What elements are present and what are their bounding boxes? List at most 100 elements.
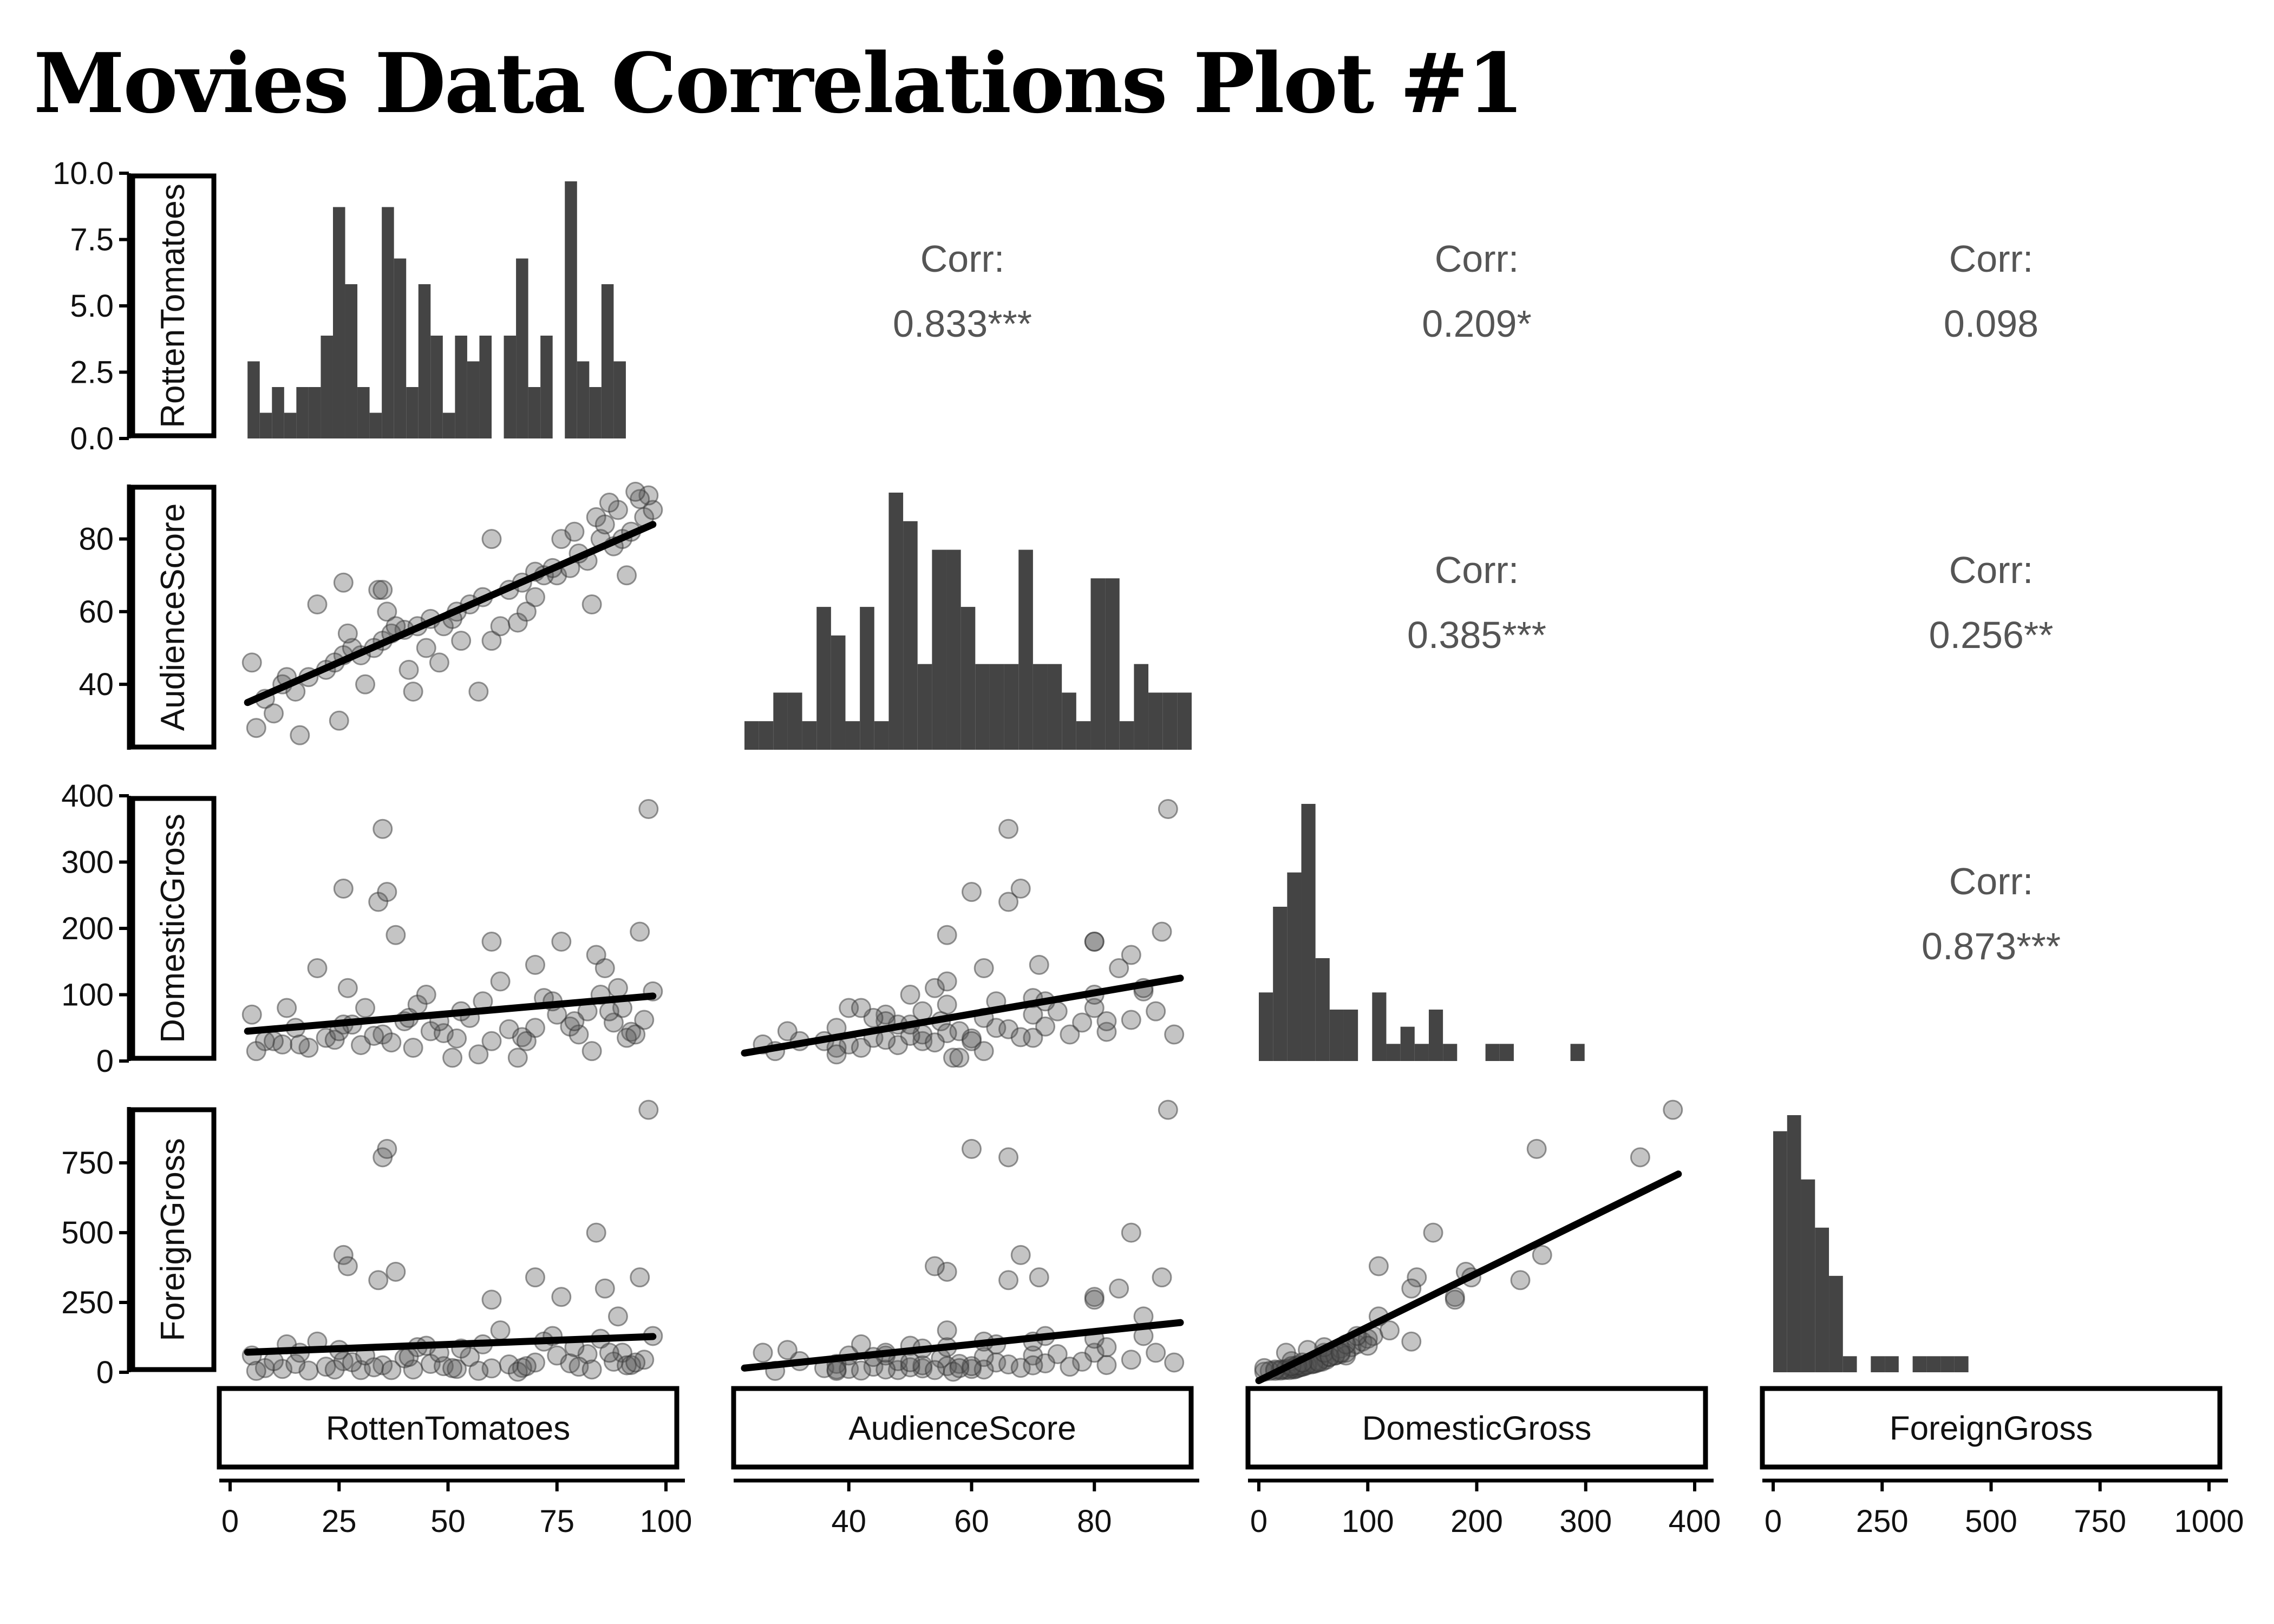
histogram-bar [1329, 1010, 1344, 1061]
scatter-point [937, 971, 957, 992]
histogram-bar [1829, 1275, 1843, 1372]
scatter-point [364, 1025, 384, 1046]
scatter-point [1035, 1016, 1056, 1037]
scatter-point [1663, 1099, 1683, 1120]
scatter-point [264, 703, 284, 724]
scatter-point [607, 1306, 628, 1327]
histogram-bar [1287, 872, 1302, 1061]
scatter-point [924, 1360, 945, 1380]
scatter-point [507, 1047, 528, 1068]
scatter-point [1035, 1353, 1056, 1373]
scatter-point [290, 1034, 310, 1055]
histogram-bar [816, 607, 831, 750]
scatter-point [625, 1024, 646, 1045]
corr-label: Corr: [1435, 549, 1519, 591]
scatter-point [962, 882, 982, 902]
scatter-point [937, 1261, 957, 1282]
scatter-point [1401, 1331, 1422, 1352]
scatter-point [875, 1359, 896, 1380]
scatter-point [468, 1360, 489, 1381]
scatter-point [599, 1001, 619, 1021]
column-strip [731, 1386, 1194, 1470]
column-strip [217, 1386, 679, 1470]
histogram-bar [467, 361, 480, 438]
scatter-point [1630, 1147, 1650, 1168]
scatter-point [1023, 1027, 1043, 1048]
x-tick-label: 60 [954, 1504, 989, 1539]
scatter-point [949, 1358, 970, 1378]
scatter-point [333, 1245, 354, 1265]
scatter-point [962, 1138, 982, 1159]
histogram-bar [247, 361, 260, 438]
scatter-point [599, 493, 619, 513]
scatter-point [373, 580, 393, 600]
histogram-bar [1912, 1356, 1927, 1372]
scatter-point [442, 1047, 463, 1068]
scatter-point [490, 1320, 511, 1341]
scatter-point [368, 580, 389, 600]
y-tick-label: 5.0 [70, 289, 114, 324]
histogram-bar [394, 258, 407, 438]
scatter-point [851, 1360, 871, 1381]
histogram-bar [1926, 1356, 1941, 1372]
scatter-point [355, 998, 376, 1018]
histogram-bar [1428, 1010, 1443, 1061]
histogram-bar [975, 664, 990, 750]
histogram-bar [1954, 1356, 1969, 1372]
histogram-bar [1940, 1356, 1955, 1372]
histogram-bar [1443, 1044, 1458, 1061]
x-tick-label: 500 [1965, 1504, 2017, 1539]
scatter-point [943, 1361, 963, 1382]
scatter-point [1010, 1358, 1031, 1378]
scatter-point [586, 1222, 606, 1243]
scatter-point [385, 925, 406, 945]
y-tick-label: 7.5 [70, 222, 114, 258]
corr-label: Corr: [920, 238, 1005, 280]
scatter-point [1158, 799, 1178, 819]
scatter-point [875, 1004, 896, 1025]
scatter-point [403, 1038, 423, 1058]
histogram-bar [308, 387, 321, 438]
regression-line [1255, 1170, 1682, 1384]
histogram-bar [516, 258, 528, 438]
row-strip [130, 484, 217, 750]
y-tick-label: 0.0 [70, 421, 114, 456]
corr-label: Corr: [1949, 238, 2034, 280]
regression-line [741, 974, 1184, 1057]
histogram-bar [1018, 549, 1033, 750]
regression-line [244, 992, 657, 1035]
histogram-bar [946, 549, 961, 750]
scatter-point [638, 1099, 659, 1120]
scatter-point [851, 998, 871, 1018]
x-tick-label: 750 [2074, 1504, 2126, 1539]
column-strip [1760, 1386, 2223, 1470]
scatter-point [826, 1360, 847, 1381]
scatter-point [337, 1256, 358, 1276]
scatter-point [1029, 1267, 1049, 1288]
scatter-point [630, 921, 650, 942]
scatter-point [594, 958, 615, 978]
scatter-point [381, 1032, 402, 1053]
scatter-point [246, 1041, 266, 1062]
histogram-bar [1105, 578, 1120, 750]
row-strip [130, 1107, 217, 1372]
histogram-bar [540, 336, 553, 438]
histogram-bar [802, 721, 817, 750]
scatter-point [625, 481, 646, 502]
histogram-bar [773, 692, 788, 750]
scatter-point [333, 879, 354, 899]
scatter-point [324, 1359, 345, 1380]
scatter-point [329, 710, 349, 731]
histogram-bar [1301, 804, 1316, 1061]
scatter-point [1423, 1222, 1443, 1243]
scatter-point [998, 1147, 1019, 1168]
scatter-point [468, 682, 489, 702]
scatter-point [241, 652, 262, 673]
scatter-point [1096, 1021, 1117, 1042]
scatter-point [949, 1047, 970, 1068]
histogram-bar [1273, 907, 1288, 1061]
scatter-point [973, 958, 994, 978]
histogram-bar [787, 692, 802, 750]
y-tick-label: 100 [61, 978, 114, 1013]
scatter-point [337, 978, 358, 998]
